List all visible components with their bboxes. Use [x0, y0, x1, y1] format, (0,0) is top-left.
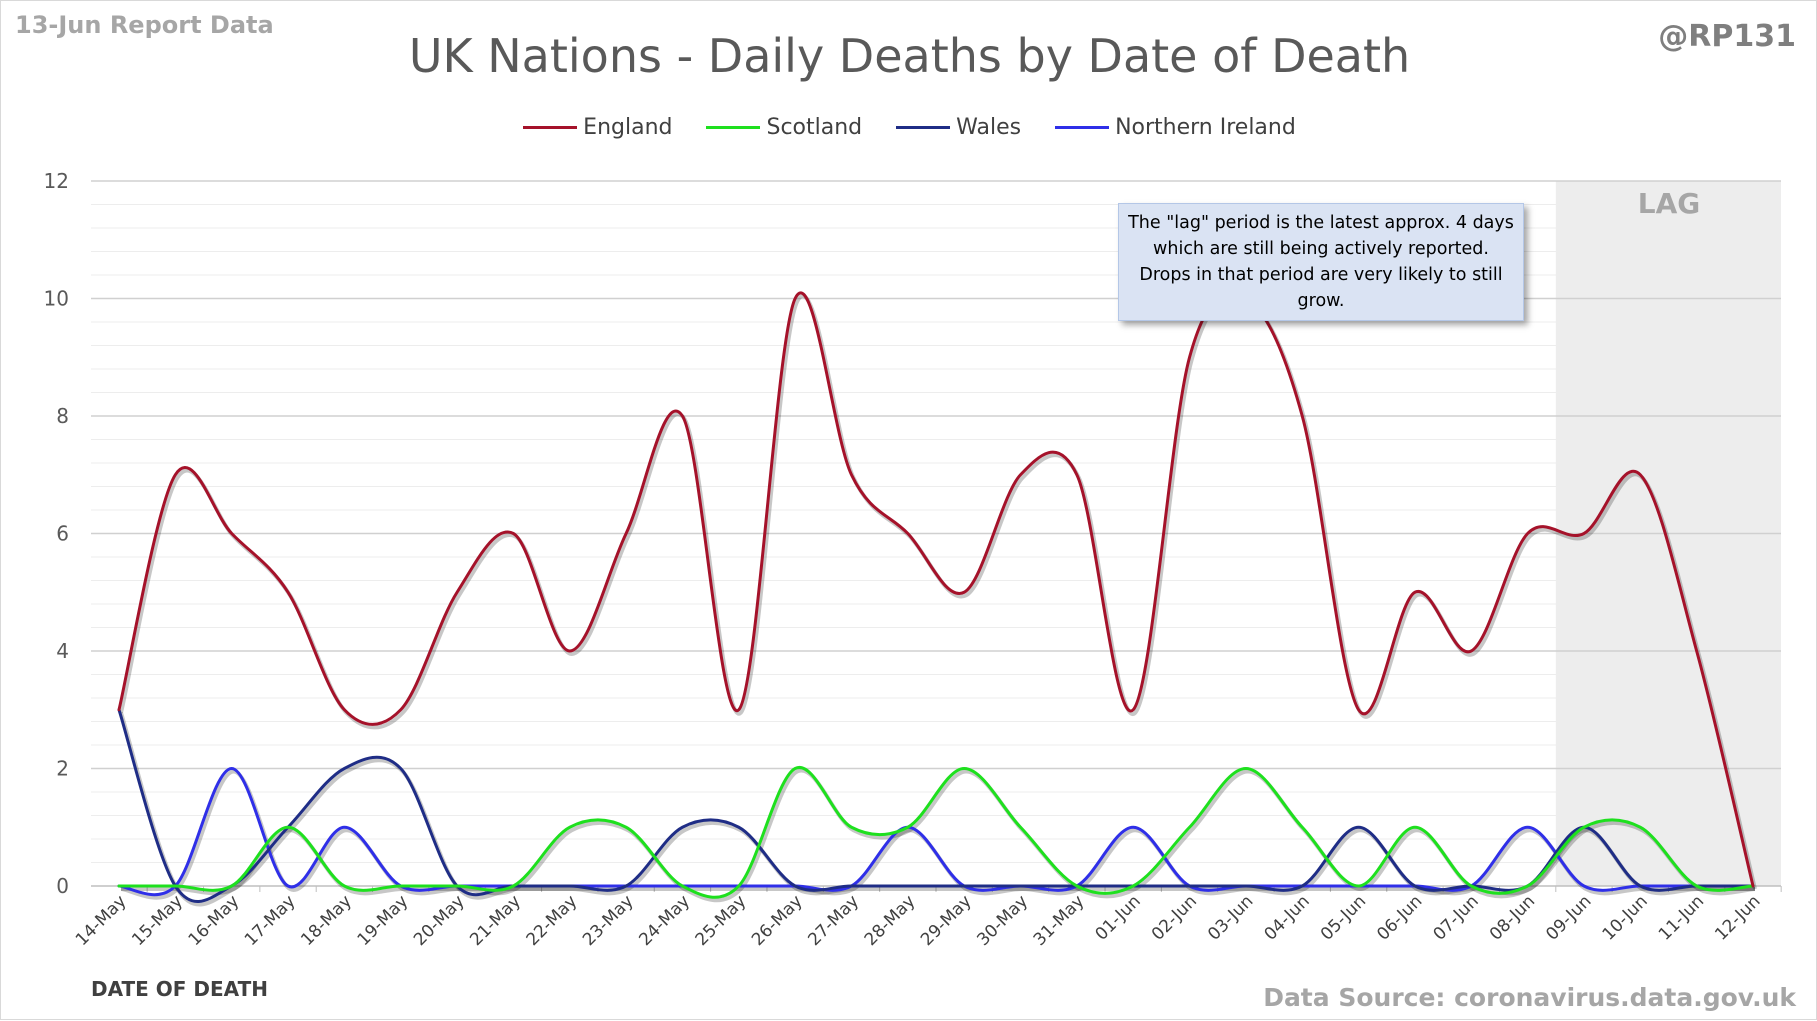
legend-swatch-northern-ireland — [1055, 126, 1110, 129]
x-tick-label: 12-Jun — [1711, 891, 1764, 944]
y-tick-label: 6 — [56, 522, 69, 546]
x-tick-label: 18-May — [297, 891, 356, 950]
x-tick-label: 08-Jun — [1486, 891, 1539, 944]
x-tick-label: 30-May — [973, 891, 1032, 950]
x-tick-label: 21-May — [466, 891, 525, 950]
chart-title: UK Nations - Daily Deaths by Date of Dea… — [408, 29, 1411, 83]
y-tick-label: 4 — [56, 639, 69, 663]
legend-item-northern-ireland[interactable]: Northern Ireland — [1055, 115, 1296, 140]
y-tick-label: 8 — [56, 404, 69, 428]
data-source-label: Data Source: coronavirus.data.gov.uk — [1263, 983, 1796, 1012]
x-tick-label: 14-May — [72, 891, 131, 950]
x-tick-label: 19-May — [354, 891, 413, 950]
x-tick-label: 15-May — [128, 891, 187, 950]
legend-label-england: England — [583, 115, 673, 140]
x-tick-label: 20-May — [410, 891, 469, 950]
series-line-england — [117, 291, 1755, 888]
legend-label-scotland: Scotland — [766, 115, 863, 140]
x-tick-label: 06-Jun — [1373, 891, 1426, 944]
x-axis-tick-labels: 14-May15-May16-May17-May18-May19-May20-M… — [72, 886, 1782, 950]
x-tick-label: 04-Jun — [1261, 891, 1314, 944]
x-tick-label: 23-May — [579, 891, 638, 950]
y-tick-label: 2 — [56, 757, 69, 781]
x-tick-label: 01-Jun — [1092, 891, 1145, 944]
series-shadow-scotland — [120, 768, 1756, 903]
y-axis-tick-labels: 0 2 4 6 8 10 12 — [44, 169, 69, 898]
legend-label-wales: Wales — [956, 115, 1022, 140]
x-tick-label: 22-May — [523, 891, 582, 950]
x-tick-label: 31-May — [1030, 891, 1089, 950]
x-tick-label: 07-Jun — [1430, 891, 1483, 944]
x-tick-label: 17-May — [241, 891, 300, 950]
series-line-scotland — [117, 765, 1755, 899]
x-tick-label: 05-Jun — [1317, 891, 1370, 944]
series-shadow-northern-ireland — [120, 769, 1755, 900]
legend-item-england[interactable]: England — [523, 115, 672, 140]
legend-label-northern-ireland: Northern Ireland — [1115, 115, 1296, 140]
x-tick-label: 10-Jun — [1599, 891, 1652, 944]
series-lines — [117, 291, 1755, 904]
y-tick-label: 12 — [44, 169, 69, 193]
legend-item-wales[interactable]: Wales — [896, 115, 1021, 140]
legend: England Scotland Wales Northern Ireland — [1, 115, 1817, 140]
legend-item-scotland[interactable]: Scotland — [706, 115, 862, 140]
legend-swatch-england — [523, 126, 578, 129]
x-tick-label: 28-May — [861, 891, 920, 950]
y-tick-label: 0 — [56, 874, 69, 898]
series-line-northern-ireland — [117, 767, 1755, 897]
report-date-label: 13-Jun Report Data — [15, 11, 274, 39]
y-tick-label: 10 — [44, 287, 69, 311]
x-tick-label: 24-May — [635, 891, 694, 950]
x-tick-label: 11-Jun — [1655, 891, 1708, 944]
series-shadows — [119, 294, 1757, 907]
series-line-wales — [117, 708, 1755, 904]
author-handle: @RP131 — [1658, 19, 1796, 54]
x-tick-label: 29-May — [917, 891, 976, 950]
legend-swatch-scotland — [706, 126, 761, 129]
x-tick-label: 26-May — [748, 891, 807, 950]
x-tick-label: 27-May — [804, 891, 863, 950]
x-tick-label: 02-Jun — [1148, 891, 1201, 944]
x-tick-label: 03-Jun — [1204, 891, 1257, 944]
x-axis-title: DATE OF DEATH — [91, 977, 268, 1001]
series-shadow-wales — [119, 712, 1755, 907]
lag-note-box: The "lag" period is the latest approx. 4… — [1118, 203, 1524, 321]
legend-swatch-wales — [896, 126, 951, 129]
x-tick-label: 09-Jun — [1542, 891, 1595, 944]
lag-label: LAG — [1637, 187, 1701, 220]
